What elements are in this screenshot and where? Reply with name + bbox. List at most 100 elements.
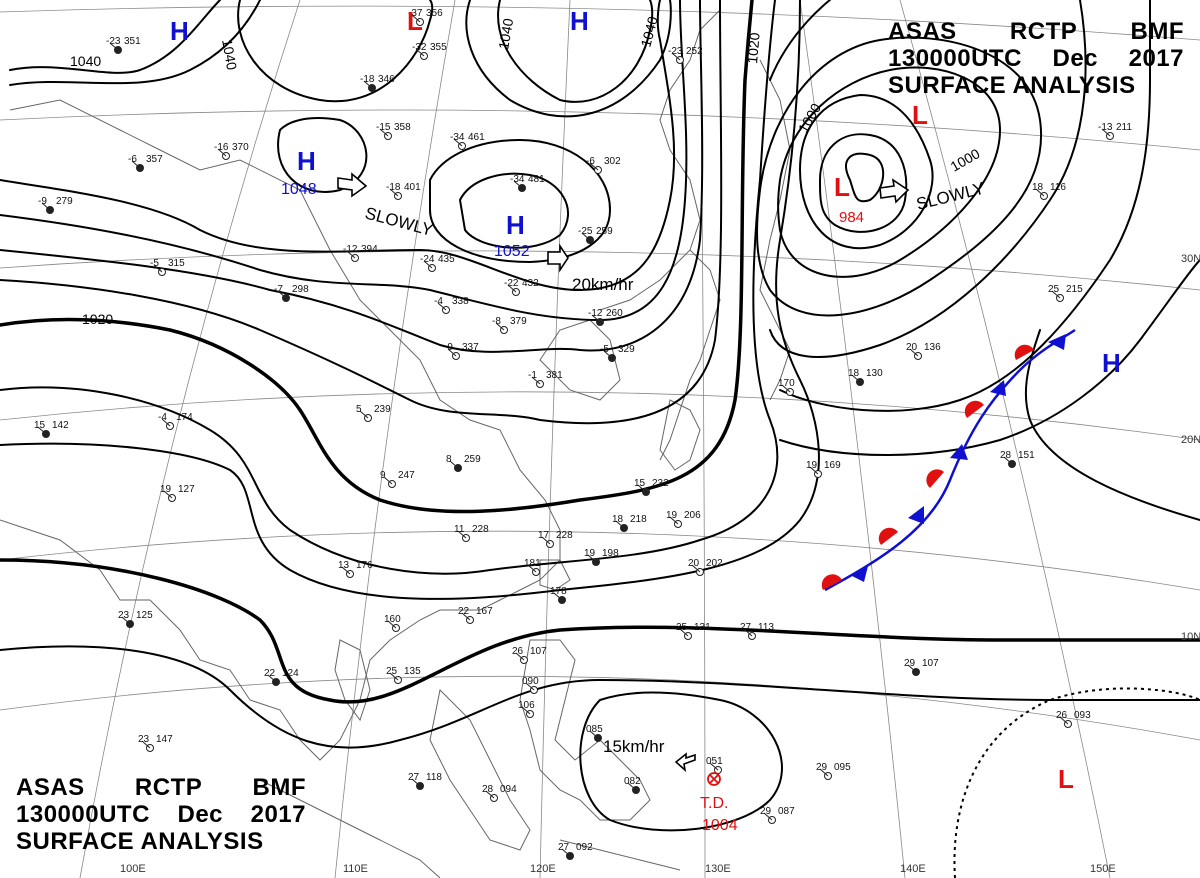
station-pressure: 125 bbox=[136, 610, 153, 621]
station-pressure: 107 bbox=[530, 646, 547, 657]
station-temperature: -32 bbox=[412, 42, 427, 53]
station-plot: 19 169 bbox=[806, 460, 841, 478]
station-temperature: -4 bbox=[434, 296, 443, 307]
station-temperature: 25 bbox=[1048, 284, 1060, 295]
wind-barb-icon bbox=[587, 554, 597, 563]
station-plot: 160 bbox=[384, 614, 401, 632]
station-temperature: -25 bbox=[578, 226, 593, 237]
station-plot: -34 461 bbox=[450, 132, 485, 150]
title-source: BMF bbox=[1130, 18, 1184, 45]
station-plot: 15 232 bbox=[634, 478, 669, 496]
station-pressure: 167 bbox=[476, 606, 493, 617]
station-temperature: -9 bbox=[444, 342, 453, 353]
wind-barb-icon bbox=[627, 782, 637, 791]
station-pressure: 107 bbox=[922, 658, 939, 669]
station-temperature: 085 bbox=[586, 724, 603, 735]
wind-barb-icon bbox=[411, 778, 421, 787]
wind-barb-icon bbox=[781, 384, 791, 393]
wind-barb-icon bbox=[525, 682, 535, 691]
wind-barb-icon bbox=[743, 628, 753, 637]
wind-barb-icon bbox=[379, 128, 389, 137]
station-plot: 9 247 bbox=[380, 470, 415, 488]
wind-barb-icon bbox=[277, 290, 287, 299]
station-temperature: 17 bbox=[538, 530, 550, 541]
wind-barb-icon bbox=[453, 138, 463, 147]
station-temperature: -9 bbox=[38, 196, 47, 207]
station-pressure: 394 bbox=[361, 244, 378, 255]
station-temperature: 27 bbox=[558, 842, 570, 853]
station-pressure: 337 bbox=[462, 342, 479, 353]
wind-barb-icon bbox=[457, 530, 467, 539]
station-plot: 26 107 bbox=[512, 646, 547, 664]
station-plot: -4 338 bbox=[434, 296, 469, 314]
td-symbol bbox=[707, 772, 721, 786]
isobars bbox=[0, 0, 1200, 832]
station-pressure: 095 bbox=[834, 762, 851, 773]
station-temperature: 27 bbox=[740, 622, 752, 633]
station-plot: 082 bbox=[624, 776, 641, 794]
station-temperature: -5 bbox=[600, 344, 609, 355]
wind-barb-icon bbox=[109, 42, 119, 51]
station-plot: -6 357 bbox=[128, 154, 163, 172]
wind-barb-icon bbox=[447, 348, 457, 357]
station-pressure: 355 bbox=[430, 42, 447, 53]
station-temperature: 23 bbox=[118, 610, 130, 621]
station-pressure: 260 bbox=[606, 308, 623, 319]
station-temperature: 178 bbox=[550, 586, 567, 597]
station-temperature: 170 bbox=[778, 378, 795, 389]
wind-barb-icon bbox=[37, 426, 47, 435]
station-plot: 13 176 bbox=[338, 560, 373, 578]
station-temperature: 20 bbox=[688, 558, 700, 569]
station-temperature: 8 bbox=[446, 454, 452, 465]
coastlines bbox=[0, 9, 791, 878]
wind-barb-icon bbox=[341, 566, 351, 575]
station-plot: 27 092 bbox=[558, 842, 593, 860]
wind-barb-icon bbox=[809, 466, 819, 475]
wind-barb-icon bbox=[1035, 188, 1045, 197]
wind-barb-icon bbox=[449, 460, 459, 469]
station-temperature: 26 bbox=[1056, 710, 1068, 721]
wind-barb-icon bbox=[581, 232, 591, 241]
station-plot: 18 116 bbox=[1032, 182, 1066, 200]
station-plot: 15 142 bbox=[34, 420, 69, 438]
station-plot: -23 252 bbox=[668, 46, 703, 64]
station-plot: 23 125 bbox=[118, 610, 153, 628]
station-pressure: 381 bbox=[546, 370, 563, 381]
station-temperature: -12 bbox=[588, 308, 603, 319]
station-temperature: 29 bbox=[760, 806, 772, 817]
station-plot: 18 218 bbox=[612, 514, 647, 532]
station-temperature: -15 bbox=[376, 122, 391, 133]
wind-barb-icon bbox=[267, 674, 277, 683]
station-pressure: 124 bbox=[282, 668, 299, 679]
station-temperature: -22 bbox=[504, 278, 519, 289]
wind-barb-icon bbox=[691, 564, 701, 573]
motion-arrows bbox=[337, 172, 910, 773]
station-plot: 17 228 bbox=[538, 530, 573, 548]
wind-barb-icon bbox=[1101, 128, 1111, 137]
station-plot: 5 239 bbox=[356, 404, 391, 422]
station-temperature: -1 bbox=[528, 370, 537, 381]
title-month: Dec bbox=[177, 801, 224, 828]
station-plot: -9 279 bbox=[38, 196, 73, 214]
wind-barb-icon bbox=[907, 664, 917, 673]
station-plot: 22 124 bbox=[264, 668, 299, 686]
station-plot: -1 381 bbox=[528, 370, 563, 388]
station-pressure: 113 bbox=[758, 622, 774, 633]
station-pressure: 358 bbox=[394, 122, 411, 133]
station-plot: 19 127 bbox=[160, 484, 195, 502]
station-pressure: 247 bbox=[398, 470, 415, 481]
station-pressure: 198 bbox=[602, 548, 619, 559]
station-pressure: 131 bbox=[694, 622, 711, 633]
wind-barb-icon bbox=[1051, 290, 1061, 299]
station-temperature: 27 bbox=[408, 772, 420, 783]
wind-barb-icon bbox=[383, 476, 393, 485]
station-plot: 25 135 bbox=[386, 666, 421, 684]
station-plot: -5 315 bbox=[150, 258, 185, 276]
station-pressure: 151 bbox=[1018, 450, 1035, 461]
station-pressure: 118 bbox=[426, 772, 442, 783]
station-temperature: 19 bbox=[666, 510, 678, 521]
station-pressure: 147 bbox=[156, 734, 173, 745]
station-plot: 051 bbox=[706, 756, 723, 774]
